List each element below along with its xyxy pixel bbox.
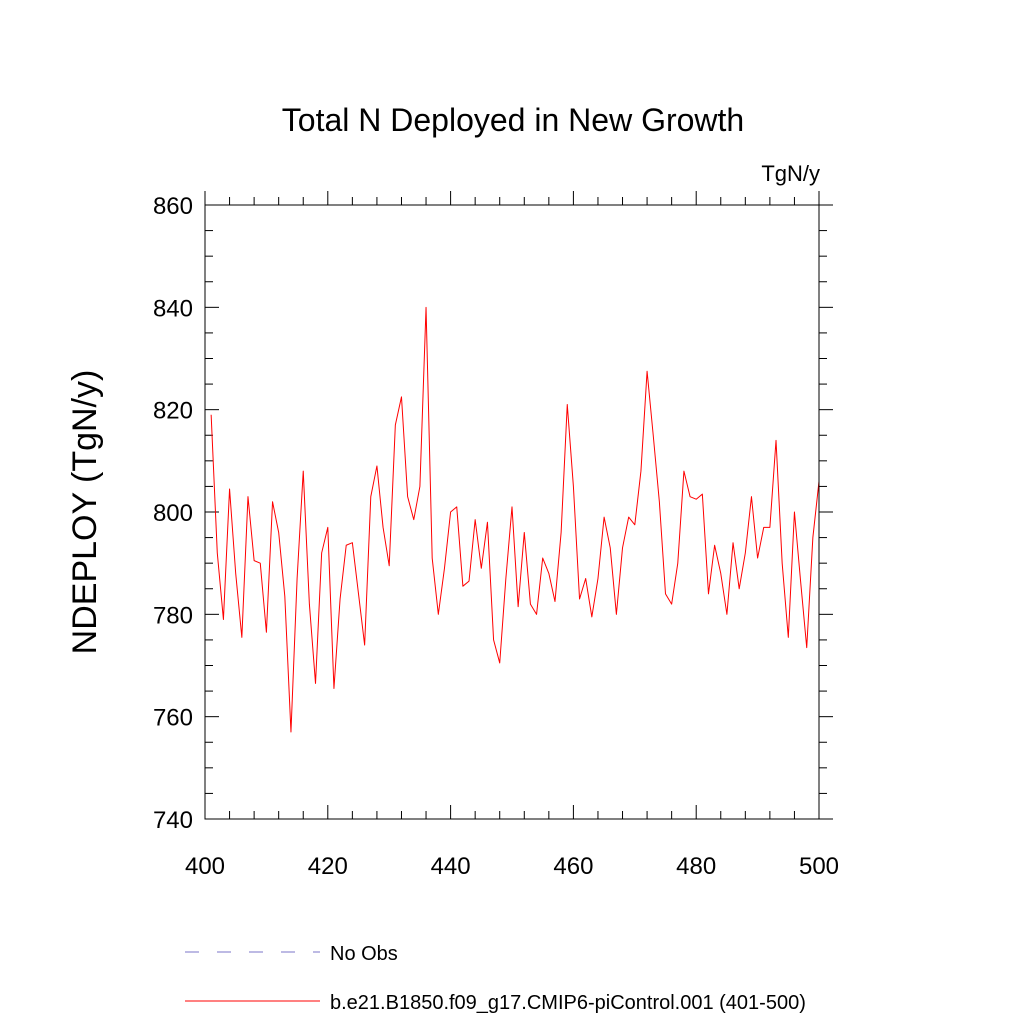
- series-layer: [210, 306, 820, 733]
- units-label: TgN/y: [761, 161, 820, 186]
- legend-label-no-obs: No Obs: [330, 943, 398, 965]
- tick-labels: 400 420 440 460 480 500 740 760 780 800 820 840 860: [153, 193, 839, 880]
- x-tick-label: 420: [308, 853, 348, 880]
- y-axis-label: NDEPLOY (TgN/y): [66, 370, 104, 655]
- y-tick-label: 740: [153, 807, 193, 834]
- x-tick-label: 480: [676, 853, 716, 880]
- y-tick-label: 820: [153, 398, 193, 425]
- x-tick-label: 460: [553, 853, 593, 880]
- y-tick-label: 840: [153, 295, 193, 322]
- legend: No Obs b.e21.B1850.f09_g17.CMIP6-piContr…: [185, 943, 806, 1014]
- axis-ticks: [204, 191, 833, 820]
- x-tick-label: 500: [799, 853, 839, 880]
- y-tick-label: 860: [153, 193, 193, 220]
- x-tick-label: 400: [185, 853, 225, 880]
- legend-label-control-run: b.e21.B1850.f09_g17.CMIP6-piControl.001 …: [330, 992, 806, 1014]
- y-tick-label: 760: [153, 705, 193, 732]
- y-tick-label: 780: [153, 602, 193, 629]
- chart-title: Total N Deployed in New Growth: [282, 102, 744, 138]
- y-tick-label: 800: [153, 500, 193, 527]
- plot-frame: [204, 204, 820, 820]
- x-tick-label: 440: [431, 853, 471, 880]
- series-line-0: [210, 306, 820, 733]
